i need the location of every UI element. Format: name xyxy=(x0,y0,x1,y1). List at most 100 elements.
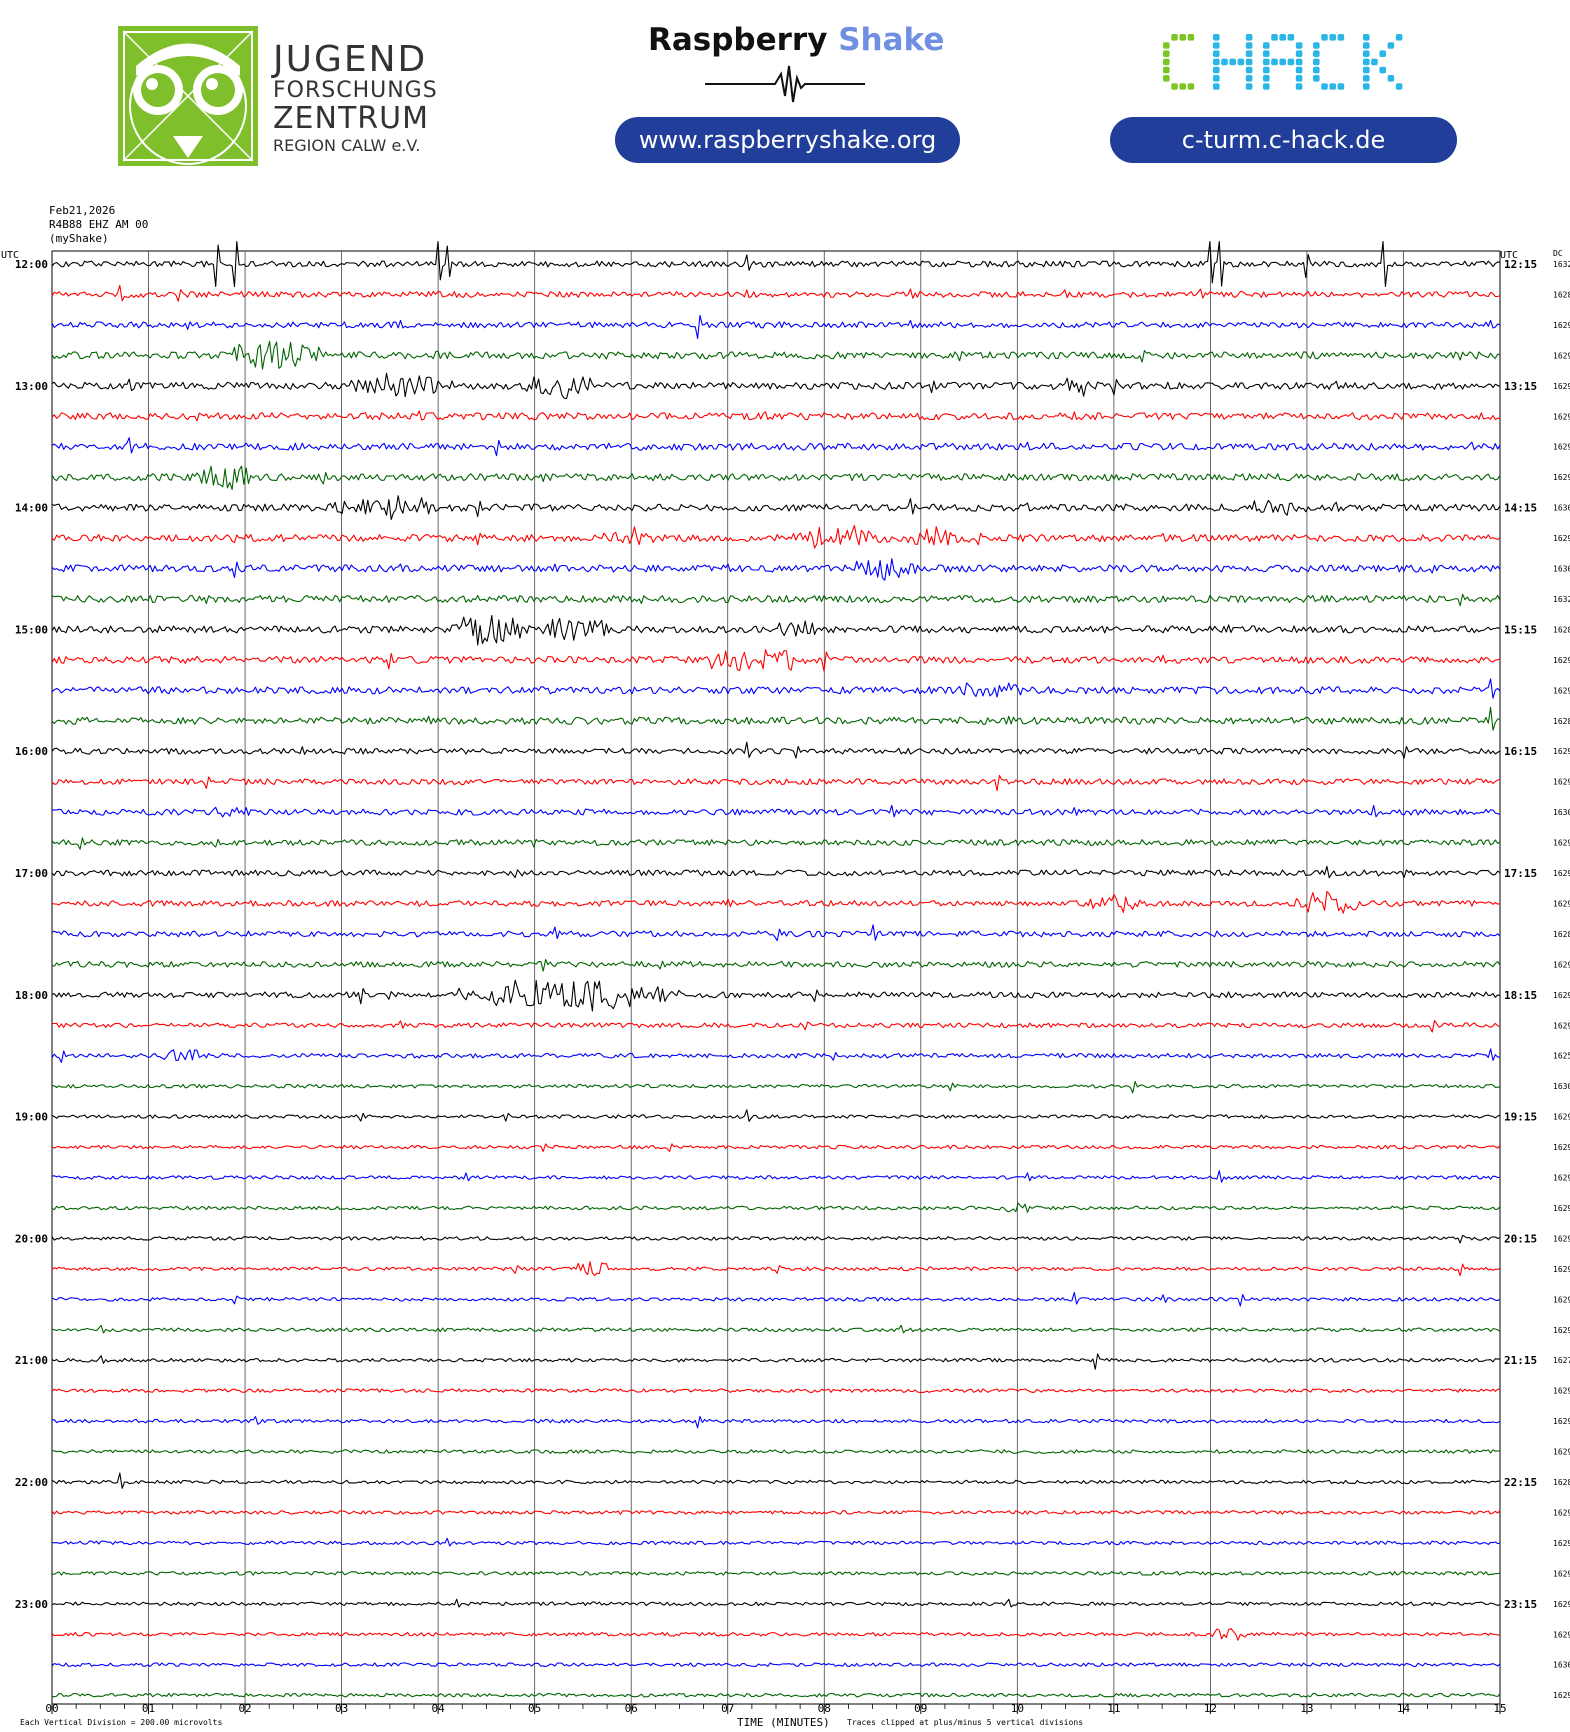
x-tick-label: 13 xyxy=(1300,1702,1313,1715)
seismic-trace xyxy=(51,1571,1501,1576)
dc-value: 16297 xyxy=(1553,1508,1570,1517)
seismic-trace xyxy=(51,240,1501,288)
chack-pixel xyxy=(1395,83,1403,90)
hour-label-right: 22:15 xyxy=(1504,1476,1537,1489)
chack-pixel xyxy=(1263,75,1270,82)
x-tick-label: 01 xyxy=(142,1702,155,1715)
chack-url[interactable]: c-turm.c-hack.de xyxy=(1110,117,1457,163)
seismic-trace xyxy=(51,706,1501,731)
chack-pixel xyxy=(1245,75,1253,82)
hour-label-left: 16:00 xyxy=(15,745,48,758)
dc-value: 16299 xyxy=(1553,747,1570,756)
dc-value: 16296 xyxy=(1553,1539,1570,1548)
chack-pixel xyxy=(1379,50,1386,57)
seismic-trace xyxy=(51,1143,1501,1153)
seismic-trace xyxy=(51,340,1501,370)
chack-pixel xyxy=(1213,75,1220,82)
hour-label-right: 15:15 xyxy=(1504,623,1537,636)
dc-value: 16293 xyxy=(1553,1691,1570,1700)
seismic-trace xyxy=(51,1019,1501,1033)
seismic-trace xyxy=(51,1415,1501,1429)
seismic-trace xyxy=(51,890,1501,914)
dc-label: DC xyxy=(1553,249,1563,258)
hour-label-left: 22:00 xyxy=(15,1476,48,1489)
chack-pixel xyxy=(1395,34,1403,41)
seismic-trace xyxy=(51,774,1501,792)
chack-pixel xyxy=(1279,34,1286,41)
chack-pixel xyxy=(1363,58,1370,66)
dc-value: 16298 xyxy=(1553,443,1570,452)
dc-value: 16290 xyxy=(1553,839,1570,848)
hour-label-left: 13:00 xyxy=(15,380,48,393)
chack-pixel xyxy=(1263,42,1270,49)
chack-pixel xyxy=(1371,58,1378,66)
chack-pixel xyxy=(1163,58,1170,66)
dc-value: 16294 xyxy=(1553,1326,1570,1335)
chack-pixel xyxy=(1245,42,1253,49)
hour-label-left: 21:00 xyxy=(15,1354,48,1367)
hour-label-right: 16:15 xyxy=(1504,745,1537,758)
chack-pixel xyxy=(1313,58,1320,66)
seismic-trace xyxy=(51,1324,1501,1334)
chack-pixel xyxy=(1179,83,1186,90)
x-tick-label: 05 xyxy=(528,1702,541,1715)
seismic-trace xyxy=(51,741,1501,759)
chack-pixel xyxy=(1337,34,1345,41)
dc-value: 16295 xyxy=(1553,1204,1570,1213)
chack-pixel xyxy=(1213,50,1220,57)
seismic-trace xyxy=(51,1080,1501,1094)
x-tick-label: 10 xyxy=(1011,1702,1024,1715)
chack-pixel xyxy=(1163,42,1170,49)
x-tick-label: 08 xyxy=(818,1702,831,1715)
dc-value: 16297 xyxy=(1553,1265,1570,1274)
dc-value: 16323 xyxy=(1553,260,1570,269)
hour-label-left: 14:00 xyxy=(15,502,48,515)
seismic-trace xyxy=(51,1537,1501,1547)
chack-pixel xyxy=(1213,66,1220,74)
chack-pixel xyxy=(1295,58,1303,66)
header-station: R4B88 EHZ AM 00 xyxy=(49,218,149,231)
seismic-trace xyxy=(51,1048,1501,1063)
vertical-division-note: Each Vertical Division = 200.00 microvol… xyxy=(20,1718,223,1727)
seismic-trace xyxy=(51,1510,1501,1515)
x-axis-title: TIME (MINUTES) xyxy=(737,1716,830,1729)
seismic-trace xyxy=(51,614,1501,646)
raspberry-shake-word-2: Shake xyxy=(838,22,945,58)
dc-value: 16296 xyxy=(1553,1387,1570,1396)
dc-value: 16296 xyxy=(1553,1174,1570,1183)
chack-pixel xyxy=(1329,34,1336,41)
hour-label-right: 19:15 xyxy=(1504,1111,1537,1124)
chack-pixel xyxy=(1187,83,1195,90)
dc-value: 16296 xyxy=(1553,1569,1570,1578)
chack-pixel xyxy=(1295,75,1303,82)
header-date: Feb21,2026 xyxy=(49,204,116,217)
chack-pixel xyxy=(1321,83,1328,90)
chack-pixel xyxy=(1363,83,1370,90)
seismic-trace xyxy=(51,1692,1501,1698)
chack-logo-icon xyxy=(1163,34,1403,90)
chack-pixel xyxy=(1237,58,1245,66)
dc-value: 16294 xyxy=(1553,1021,1570,1030)
chack-pixel xyxy=(1329,83,1336,90)
chack-pixel xyxy=(1271,58,1278,66)
chack-letter xyxy=(1263,34,1303,90)
chack-pixel xyxy=(1337,83,1345,90)
dc-value: 16287 xyxy=(1553,717,1570,726)
dc-value: 16284 xyxy=(1553,290,1570,299)
jfz-line-4: REGION CALW e.V. xyxy=(273,136,421,155)
chack-pixel xyxy=(1263,66,1270,74)
raspberry-shake-logo: Raspberry Shake xyxy=(648,22,944,58)
hour-label-left: 12:00 xyxy=(15,258,48,271)
dc-value: 16300 xyxy=(1553,1082,1570,1091)
seismic-trace xyxy=(51,314,1501,339)
seismic-trace xyxy=(51,1170,1501,1183)
chack-pixel xyxy=(1163,75,1170,82)
seismic-trace xyxy=(51,1353,1501,1370)
jfz-line-1: JUGEND xyxy=(273,39,428,80)
raspberry-shake-url[interactable]: www.raspberryshake.org xyxy=(615,117,960,163)
